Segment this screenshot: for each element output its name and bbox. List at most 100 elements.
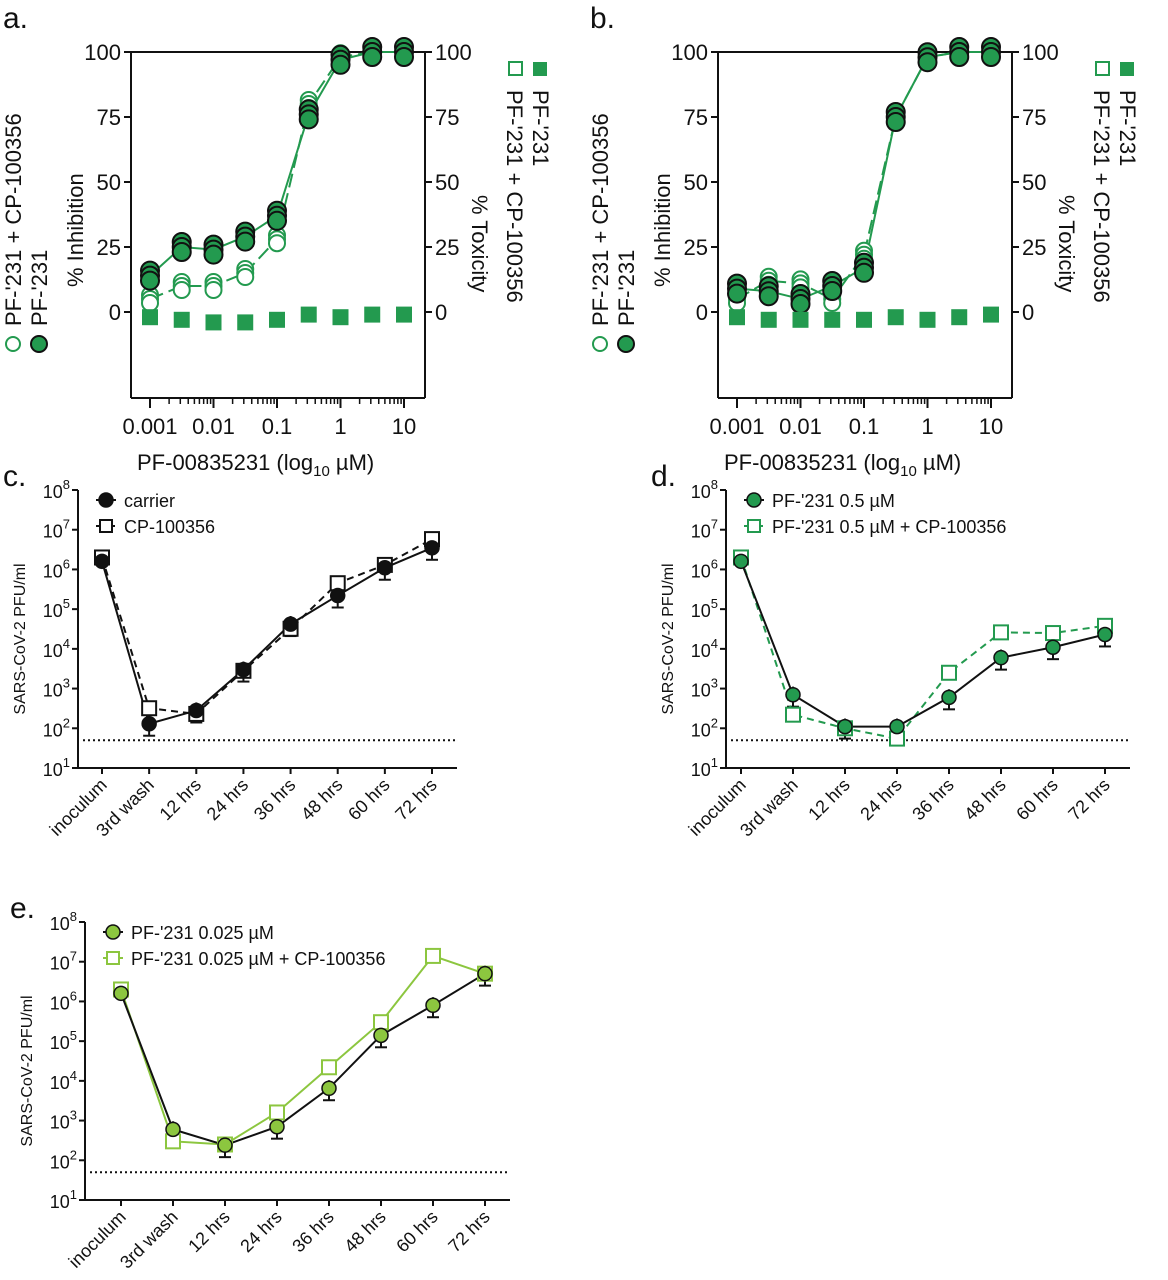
point-series-2: [321, 1059, 337, 1076]
legend-label: PF-'231 + CP-100356: [1089, 90, 1114, 303]
point-series-2: [141, 700, 158, 717]
x-tick-label: 0.1: [849, 414, 880, 439]
x-tick-label: 0.1: [262, 414, 293, 439]
point-toxicity: [824, 311, 841, 328]
point-pf231: [362, 47, 383, 67]
point-toxicity: [792, 311, 809, 328]
y-tick-label: 108: [43, 477, 70, 502]
y-tick-label-right: 25: [435, 235, 459, 260]
y-tick-label: 106: [691, 556, 718, 581]
legend-label: CP-100356: [124, 517, 215, 537]
point-toxicity: [887, 309, 904, 326]
y-tick-label: 108: [50, 909, 77, 934]
y-tick-label: 0: [696, 300, 708, 325]
panel-label: b.: [590, 2, 615, 35]
point-pf231: [140, 270, 160, 291]
legend-label: PF-'231 0.025 µM + CP-100356: [131, 949, 385, 969]
y-tick-label: 106: [43, 556, 70, 581]
point-series-1: [785, 686, 801, 703]
y-tick-label: 50: [684, 170, 708, 195]
point-combo: [141, 294, 159, 312]
legend-label: PF-'231 + CP-100356: [588, 113, 613, 326]
point-combo: [172, 281, 191, 299]
y-tick-label-right: 0: [435, 300, 447, 325]
y-tick-label: 104: [43, 636, 70, 661]
x-tick-label: 0.01: [192, 414, 235, 439]
x-tick-label: 72 hrs: [1064, 775, 1114, 825]
point-series-1: [321, 1080, 337, 1097]
x-tick-label: 1: [921, 414, 933, 439]
y-tick-label: 107: [691, 517, 718, 542]
panel-label: d.: [651, 460, 676, 493]
point-pf231: [917, 52, 938, 73]
point-series-2: [785, 706, 801, 723]
x-tick-label: 48 hrs: [960, 775, 1010, 825]
point-pf231: [203, 244, 224, 265]
x-tick-label: 60 hrs: [392, 1207, 442, 1257]
legend-label: PF-'231: [27, 250, 52, 326]
point-series-1: [329, 587, 346, 604]
y-tick-label: 105: [691, 596, 718, 621]
point-pf231: [981, 47, 1001, 67]
point-toxicity: [760, 311, 777, 328]
y-tick-label: 104: [50, 1068, 77, 1093]
series-line-1: [120, 972, 486, 1147]
y-axis-title-right: % Toxicity: [467, 195, 492, 292]
point-pf231: [267, 210, 287, 231]
y-tick-label: 101: [43, 755, 70, 780]
point-pf231: [885, 112, 906, 132]
y-axis-title: % Inhibition: [63, 173, 88, 287]
point-series-1: [1045, 639, 1061, 655]
point-toxicity: [983, 306, 999, 323]
point-toxicity: [396, 306, 412, 323]
y-axis-title: SARS-CoV-2 PFU/ml: [19, 995, 36, 1146]
point-pf231: [758, 286, 779, 307]
point-toxicity: [729, 309, 745, 326]
legend-label: carrier: [124, 491, 175, 511]
x-tick-label: 36 hrs: [908, 775, 958, 825]
point-toxicity: [364, 306, 381, 323]
y-axis-title: SARS-CoV-2 PFU/ml: [12, 563, 29, 714]
point-toxicity: [173, 311, 190, 328]
legend-label: PF-'231: [528, 90, 553, 166]
x-tick-label: 12 hrs: [804, 775, 854, 825]
x-tick-label: 24 hrs: [203, 775, 253, 825]
point-combo: [268, 234, 286, 253]
x-tick-label: 72 hrs: [444, 1207, 494, 1257]
point-series-1: [993, 649, 1009, 666]
y-tick-label-right: 50: [1022, 170, 1046, 195]
point-toxicity: [300, 306, 317, 323]
point-series-1: [1097, 626, 1113, 643]
point-combo: [236, 268, 255, 286]
y-tick-label-right: 75: [435, 105, 459, 130]
series-line-1: [740, 560, 1106, 728]
x-tick-label: 0.001: [122, 414, 177, 439]
y-tick-label-right: 50: [435, 170, 459, 195]
y-tick-label: 104: [691, 636, 718, 661]
point-series-2: [425, 947, 441, 964]
legend-label: PF-'231 + CP-100356: [502, 90, 527, 303]
y-tick-label: 105: [50, 1028, 77, 1053]
x-tick-label: 3rd wash: [116, 1207, 182, 1273]
legend-marker-filled-square: [1120, 62, 1134, 76]
point-series-1: [113, 985, 129, 1002]
x-tick-label: 10: [392, 414, 416, 439]
x-tick-label: 48 hrs: [340, 1207, 390, 1257]
legend-marker-1: [98, 492, 114, 508]
point-pf231: [330, 54, 351, 75]
point-series-1: [282, 616, 299, 632]
panel-label: c.: [3, 460, 26, 493]
point-series-1: [733, 553, 749, 570]
x-tick-label: 60 hrs: [344, 775, 394, 825]
point-pf231: [394, 47, 414, 67]
point-series-1: [269, 1118, 285, 1135]
y-tick-label: 100: [84, 40, 121, 65]
point-series-1: [424, 540, 440, 556]
y-tick-label: 108: [691, 477, 718, 502]
point-series-1: [165, 1121, 181, 1138]
point-series-1: [941, 689, 957, 706]
point-series-1: [377, 560, 393, 576]
y-tick-label: 101: [50, 1187, 77, 1212]
y-tick-label: 105: [43, 596, 70, 621]
series-line-combo: [149, 51, 404, 300]
